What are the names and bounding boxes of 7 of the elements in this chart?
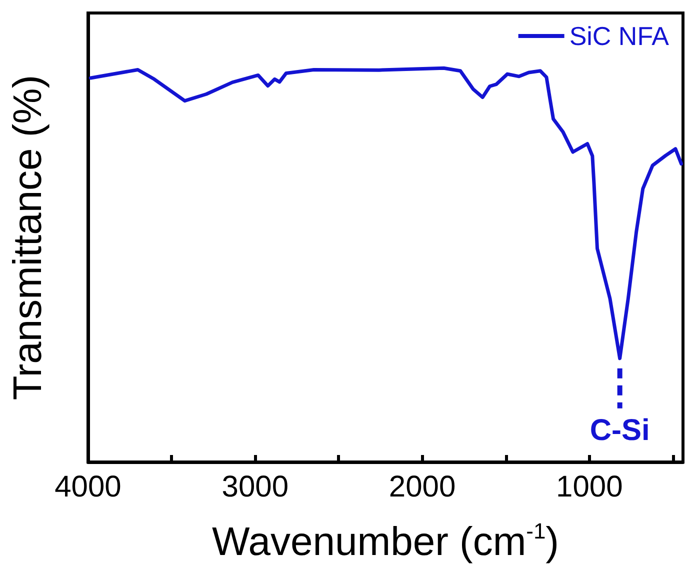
x-tick-label: 1000 — [556, 470, 623, 504]
legend-label: SiC NFA — [569, 21, 670, 51]
y-axis-title: Transmittance (%) — [6, 74, 50, 400]
annotation: C-Si — [590, 414, 650, 447]
x-tick-label: 2000 — [388, 470, 456, 504]
x-tick-label: 4000 — [54, 470, 122, 504]
x-tick-label: 3000 — [222, 470, 289, 504]
